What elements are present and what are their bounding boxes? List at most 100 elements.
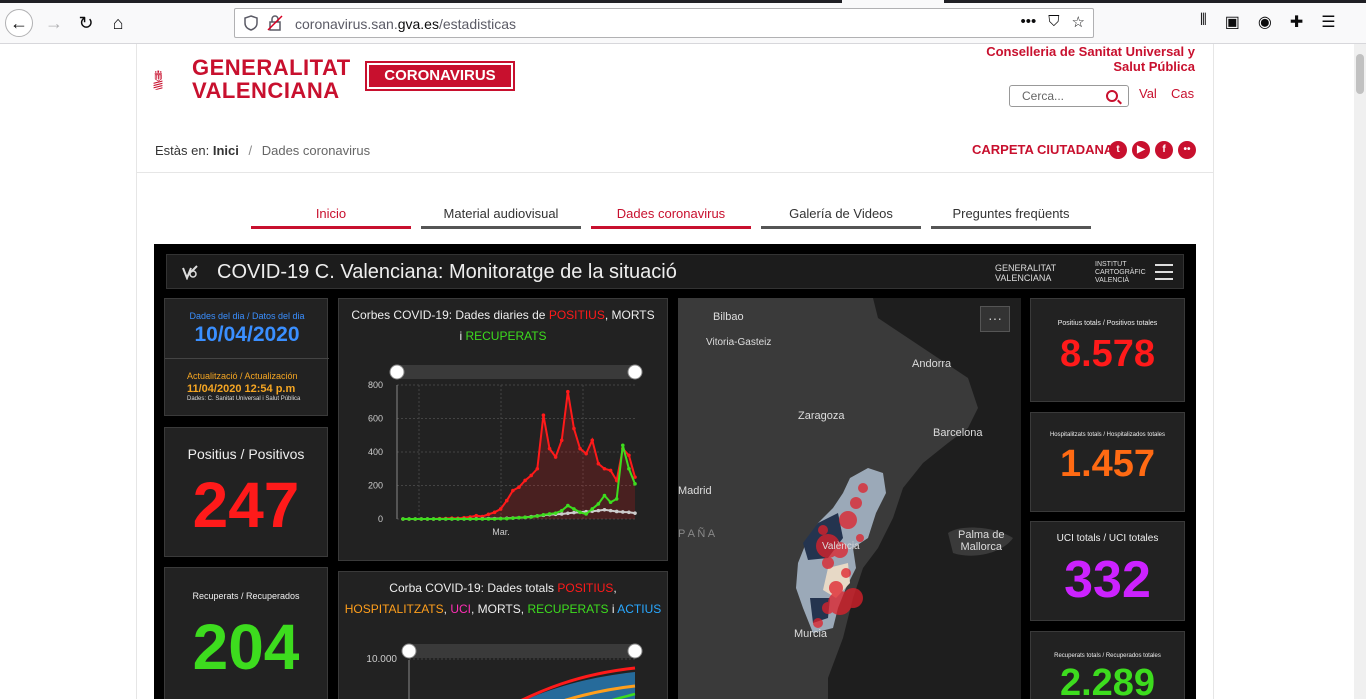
menu-tab-preguntes-frequents[interactable]: Preguntes freqüents (931, 206, 1091, 229)
chart1-point-recuperats (486, 517, 491, 521)
url-bar[interactable]: coronavirus.san.gva.es/estadisticas ••• … (234, 8, 1094, 38)
chart1-point-recuperats (450, 517, 454, 521)
map-canvas[interactable] (678, 298, 1021, 699)
sidebar-icon[interactable]: ▣ (1224, 14, 1240, 31)
lang-cas-link[interactable]: Cas (1171, 86, 1195, 101)
chart1-point-morts (559, 512, 564, 516)
chart1-point-recuperats (559, 508, 564, 513)
chart2-title-uci: UCI (450, 602, 471, 616)
chart1-point-recuperats (584, 512, 588, 516)
chart2-line-hospitalitzats (564, 684, 636, 699)
chart2-line-recuperats (611, 692, 636, 699)
chart2-slider-handle-right[interactable] (627, 643, 643, 659)
breadcrumb: Estàs en: Inici / Dades coronavirus (155, 143, 370, 158)
recuperats-value: 204 (192, 611, 300, 683)
gv-small-logo: GENERALITAT VALENCIANA (979, 258, 1059, 286)
chart1-point-recuperats (401, 517, 405, 521)
recuperats-totals-label: Recuperats totals / Recuperados totales (1054, 653, 1161, 659)
facebook-icon[interactable]: f (1155, 141, 1173, 159)
breadcrumb-home[interactable]: Inici (212, 143, 239, 158)
uci-label: UCI totals / UCI totales (1056, 533, 1159, 544)
chart1-point-positius (572, 426, 576, 431)
icv-line-1: INSTITUT (1095, 261, 1127, 268)
chart1-point-positius (608, 468, 613, 473)
chart1-slider-handle-right[interactable] (627, 364, 643, 380)
chart1-point-recuperats (627, 466, 631, 471)
browser-toolbar: ← → ↻ ⌂ coronavirus.san.gva.es/estadisti… (0, 0, 1366, 44)
chart1-ytick-label: 800 (368, 380, 383, 390)
cases-map[interactable]: Bilbao Vitoria-Gasteiz Andorra Zaragoza … (678, 298, 1021, 699)
map-label-vitoria: Vitoria-Gasteiz (706, 337, 772, 348)
coronavirus-banner[interactable]: CORONAVIRUS (365, 61, 515, 91)
map-label-barcelona: Barcelona (933, 427, 983, 439)
menu-icon[interactable]: ☰ (1321, 14, 1336, 31)
home-icon[interactable]: ⌂ (112, 12, 124, 33)
chart1-point-morts (596, 508, 601, 513)
flickr-icon[interactable]: •• (1178, 141, 1196, 159)
search-input[interactable]: Cerca... (1009, 85, 1129, 107)
chart1-point-positius (523, 478, 527, 483)
chart1-point-morts (620, 510, 625, 514)
library-icon[interactable]: ⫴ (1200, 12, 1207, 29)
chart1-area-positius (403, 391, 635, 519)
insecure-lock-icon[interactable] (267, 15, 283, 31)
menu-tab-galeria-videos[interactable]: Galería de Videos (761, 206, 921, 229)
lang-val-link[interactable]: Val (1139, 86, 1157, 101)
chart1-point-positius (486, 512, 491, 517)
youtube-icon[interactable]: ▶ (1132, 141, 1150, 159)
chart1-point-recuperats (425, 517, 430, 521)
carpeta-ciutadana-link[interactable]: CARPETA CIUTADANA (972, 142, 1114, 157)
bookmark-star-icon[interactable]: ☆ (1071, 14, 1085, 31)
active-tab[interactable] (842, 0, 944, 3)
chart1-point-positius (547, 446, 552, 451)
conselleria-line-1: Conselleria de Sanitat Universal y (986, 44, 1195, 59)
chart1-point-positius (614, 478, 619, 483)
map-label-espana: P A Ñ A (678, 528, 716, 540)
page-scrollbar[interactable] (1354, 44, 1366, 699)
scrollbar-thumb[interactable] (1356, 54, 1364, 94)
conselleria-name[interactable]: Conselleria de Sanitat Universal y Salut… (935, 44, 1195, 74)
chart2-slider-handle-left[interactable] (401, 643, 417, 659)
logo-text[interactable]: GENERALITAT VALENCIANA (192, 56, 351, 102)
chart1-slider-handle-left[interactable] (389, 364, 405, 380)
menu-tab-inicio[interactable]: Inicio (251, 206, 411, 229)
twitter-icon[interactable]: t (1109, 141, 1127, 159)
case-bubbles[interactable] (813, 483, 868, 628)
chart2-title-morts: , MORTS, (470, 602, 528, 616)
daily-curves-chart[interactable]: 0 200 400 600 800 Mar. (339, 363, 669, 553)
menu-tab-dades-coronavirus[interactable]: Dades coronavirus (591, 206, 751, 229)
chart1-ytick-label: 400 (368, 447, 383, 457)
page-actions-icon[interactable]: ••• (1020, 13, 1037, 30)
chart1-point-recuperats (608, 500, 613, 505)
forward-icon[interactable]: → (45, 12, 63, 33)
chart1-point-recuperats (620, 443, 625, 448)
chart1-point-positius (584, 451, 588, 456)
chart1-ytick-label: 0 (378, 514, 383, 524)
url-text[interactable]: coronavirus.san.gva.es/estadisticas (295, 16, 516, 32)
total-curves-chart[interactable]: 10.000 (339, 642, 669, 699)
account-icon[interactable]: ◉ (1257, 14, 1272, 31)
chart2-area-actius (527, 672, 635, 699)
dashboard-header: COVID-19 C. Valenciana: Monitoratge de l… (166, 254, 1184, 289)
shield-icon[interactable] (243, 15, 259, 31)
url-prefix: coronavirus.san. (295, 16, 398, 32)
dashboard-menu-icon[interactable] (1155, 264, 1173, 280)
reload-icon[interactable]: ↻ (78, 12, 94, 33)
chart1-point-positius (590, 438, 595, 443)
chart1-point-positius (511, 488, 515, 493)
chart1-point-recuperats (517, 515, 521, 520)
map-options-button[interactable]: ··· (980, 306, 1010, 332)
chart1-point-recuperats (572, 507, 576, 511)
daily-curves-panel: Corbes COVID-19: Dades diaries de POSITI… (338, 298, 668, 561)
pocket-icon[interactable]: ⛉ (1048, 13, 1060, 30)
chart1-point-morts (633, 511, 637, 515)
chart1-ytick-label: 200 (368, 481, 383, 491)
chart1-point-morts (614, 509, 619, 514)
chart1-point-morts (608, 508, 613, 513)
generalitat-logo[interactable] (153, 44, 203, 116)
extensions-icon[interactable]: ✚ (1289, 14, 1304, 31)
back-icon[interactable]: ← (5, 9, 33, 37)
map-label-murcia: Murcia (794, 628, 828, 640)
search-icon[interactable] (1106, 90, 1118, 102)
menu-tab-material-audiovisual[interactable]: Material audiovisual (421, 206, 581, 229)
